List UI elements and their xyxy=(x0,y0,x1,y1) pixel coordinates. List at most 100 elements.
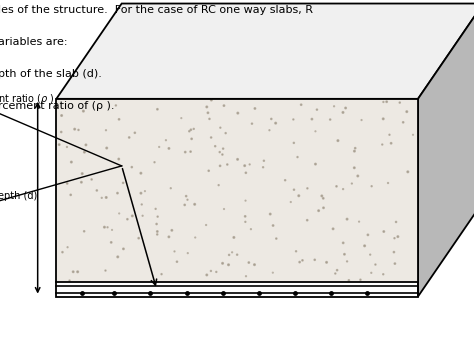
Point xyxy=(245,260,253,265)
Point xyxy=(259,164,267,170)
Point xyxy=(339,109,347,115)
Polygon shape xyxy=(56,99,418,282)
Point xyxy=(202,222,210,228)
Point xyxy=(383,99,391,104)
Point xyxy=(224,162,231,167)
Point xyxy=(394,234,401,239)
Point xyxy=(158,271,165,277)
Text: epth (d): epth (d) xyxy=(0,191,37,201)
Point xyxy=(220,103,228,108)
Point xyxy=(187,127,195,133)
Point xyxy=(137,170,145,176)
Point xyxy=(348,181,356,186)
Point xyxy=(356,277,364,282)
Point xyxy=(334,138,342,143)
Point xyxy=(320,205,328,211)
Point xyxy=(234,110,242,116)
Point xyxy=(64,244,72,250)
Point xyxy=(387,140,395,146)
Point xyxy=(188,136,195,142)
Point xyxy=(331,271,339,276)
Point xyxy=(234,156,241,162)
Point xyxy=(78,179,85,185)
Point xyxy=(191,202,199,207)
Polygon shape xyxy=(418,4,474,297)
Point xyxy=(292,249,300,254)
Text: ariables are:: ariables are: xyxy=(0,37,67,47)
Point xyxy=(241,214,249,219)
Point xyxy=(100,225,108,230)
Point xyxy=(108,227,116,233)
Point xyxy=(311,257,319,263)
Point xyxy=(58,113,65,118)
Point xyxy=(230,235,237,240)
Point xyxy=(372,262,379,267)
Point xyxy=(219,261,227,266)
Point xyxy=(137,190,145,196)
Point xyxy=(367,270,375,276)
Point xyxy=(208,97,215,103)
Point xyxy=(75,127,82,133)
Point xyxy=(138,202,146,207)
Point xyxy=(152,206,159,212)
Point xyxy=(345,277,353,283)
Point xyxy=(241,163,248,168)
Point xyxy=(114,254,121,260)
Point xyxy=(364,232,372,238)
Point xyxy=(64,181,71,186)
Point xyxy=(380,271,387,277)
Point xyxy=(203,104,210,110)
Point xyxy=(217,125,224,131)
Point xyxy=(318,193,326,199)
Point xyxy=(308,116,316,122)
Point xyxy=(128,164,136,170)
Point xyxy=(181,202,189,208)
Text: pth of the slab (d).: pth of the slab (d). xyxy=(0,69,102,79)
Point xyxy=(131,130,139,136)
Point xyxy=(269,223,277,228)
Point xyxy=(343,258,351,264)
Point xyxy=(211,143,219,149)
Point xyxy=(296,259,303,265)
Point xyxy=(220,206,228,212)
Point xyxy=(251,262,258,268)
Point xyxy=(299,258,306,263)
Point xyxy=(400,119,407,125)
Point xyxy=(98,195,106,201)
Point xyxy=(339,186,347,192)
Point xyxy=(154,214,162,220)
Text: rcement ratio of (ρ ).: rcement ratio of (ρ ). xyxy=(0,101,115,110)
Point xyxy=(165,234,173,240)
Point xyxy=(59,249,66,255)
Point xyxy=(171,249,178,254)
Point xyxy=(267,116,275,122)
Point xyxy=(311,128,319,134)
Point xyxy=(356,219,363,225)
Point xyxy=(102,268,109,273)
Point xyxy=(212,269,220,275)
Point xyxy=(184,197,191,203)
Point xyxy=(290,140,298,146)
Point xyxy=(119,180,127,186)
Point xyxy=(185,128,193,134)
Point xyxy=(303,217,311,223)
Point xyxy=(207,134,215,140)
Point xyxy=(216,149,224,155)
Point xyxy=(251,106,259,111)
Point xyxy=(368,184,375,189)
Point xyxy=(304,186,311,191)
Point xyxy=(114,190,121,196)
Point xyxy=(124,216,131,222)
Point xyxy=(233,252,241,257)
Point xyxy=(350,165,358,170)
Point xyxy=(225,252,233,258)
Point xyxy=(216,163,224,169)
Point xyxy=(66,278,73,283)
Point xyxy=(206,116,213,122)
Point xyxy=(204,110,212,116)
Point xyxy=(191,235,199,240)
Point xyxy=(178,115,185,121)
Point xyxy=(315,208,322,214)
Point xyxy=(102,195,110,200)
Point xyxy=(115,156,123,162)
